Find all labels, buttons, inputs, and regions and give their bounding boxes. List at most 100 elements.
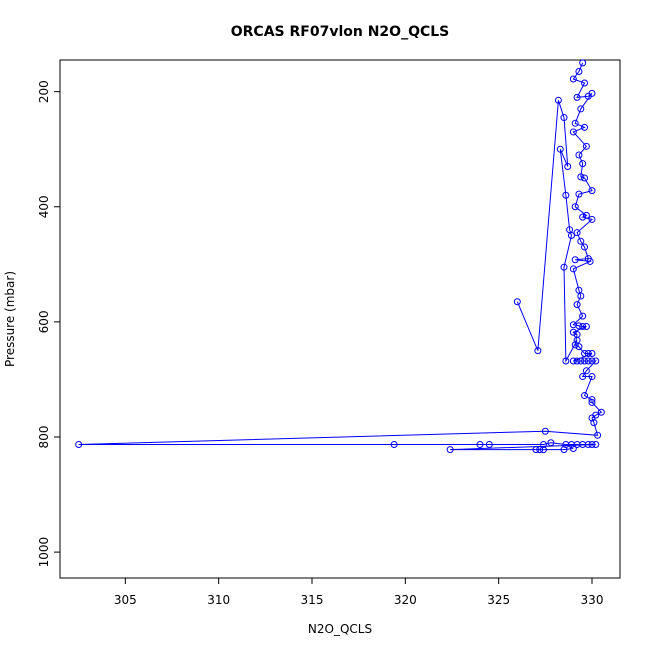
x-axis-label: N2O_QCLS — [308, 622, 372, 636]
series-2-line — [516, 100, 578, 363]
data-point — [592, 440, 600, 448]
data-point — [575, 190, 583, 198]
y-axis: 200 400 600 800 1000 — [37, 80, 60, 567]
y-axis-label: Pressure (mbar) — [3, 271, 17, 367]
data-point — [569, 75, 577, 83]
data-point — [569, 357, 577, 365]
data-point — [575, 68, 583, 76]
data-point — [577, 357, 585, 365]
data-point — [577, 237, 585, 245]
data-point — [75, 440, 83, 448]
data-point — [581, 357, 589, 365]
data-point — [579, 322, 587, 330]
data-point — [588, 396, 596, 404]
data-point — [539, 446, 547, 454]
data-point — [588, 187, 596, 195]
data-point — [571, 256, 579, 264]
y-tick-label: 800 — [37, 426, 51, 449]
data-point — [573, 336, 581, 344]
data-point — [569, 328, 577, 336]
data-point — [390, 440, 398, 448]
data-point — [588, 398, 596, 406]
data-point — [569, 445, 577, 452]
data-point — [562, 357, 570, 365]
data-point — [573, 357, 581, 365]
data-point — [571, 203, 579, 211]
data-point — [581, 392, 589, 400]
data-point — [554, 96, 562, 104]
data-point — [532, 446, 540, 454]
data-point — [588, 215, 596, 223]
x-tick-label: 320 — [394, 593, 417, 607]
data-point — [582, 367, 590, 375]
data-point — [581, 123, 589, 131]
data-point — [556, 145, 564, 153]
data-point — [588, 373, 596, 381]
data-point — [581, 79, 589, 87]
data-point — [446, 446, 454, 454]
data-point — [597, 408, 605, 416]
data-point — [577, 173, 585, 181]
data-point — [577, 105, 585, 113]
data-point — [560, 446, 568, 454]
data-point — [567, 232, 575, 240]
data-point — [476, 440, 484, 448]
data-point — [562, 191, 570, 199]
data-point — [539, 440, 547, 448]
data-point — [560, 263, 568, 271]
chart-title: ORCAS RF07vlon N2O_QCLS — [231, 24, 450, 40]
data-point — [590, 419, 598, 427]
data-point — [571, 341, 579, 349]
data-point — [575, 322, 583, 330]
data-point — [588, 414, 596, 422]
data-point — [582, 211, 590, 219]
data-point — [575, 151, 583, 159]
data-point — [564, 162, 572, 170]
data-point — [588, 440, 596, 448]
data-point — [573, 229, 581, 237]
data-point — [588, 89, 596, 97]
data-point — [579, 59, 587, 67]
data-point — [581, 350, 589, 358]
y-tick-label: 600 — [37, 310, 51, 333]
data-point — [582, 322, 590, 330]
data-point — [579, 312, 587, 320]
data-point — [485, 440, 493, 448]
series-layer — [75, 59, 605, 454]
plot-frame — [59, 59, 621, 579]
data-point — [579, 213, 587, 221]
x-tick-label: 325 — [487, 593, 510, 607]
data-point — [569, 128, 577, 136]
data-point — [513, 298, 521, 306]
data-point — [579, 160, 587, 168]
data-point — [579, 373, 587, 381]
data-point — [569, 265, 577, 273]
x-tick-label: 330 — [581, 593, 604, 607]
data-point — [547, 439, 555, 447]
data-point — [573, 93, 581, 101]
data-point — [584, 350, 592, 358]
y-tick-label: 1000 — [37, 537, 51, 568]
data-point — [581, 243, 589, 251]
x-tick-label: 310 — [207, 593, 230, 607]
data-point — [577, 292, 585, 300]
data-point — [592, 357, 600, 365]
y-tick-label: 400 — [37, 195, 51, 218]
data-point — [541, 427, 549, 435]
data-point — [581, 174, 589, 182]
data-point — [534, 347, 542, 355]
data-point — [536, 446, 544, 454]
x-axis: 305 310 315 320 325 330 — [114, 578, 604, 607]
data-point — [584, 440, 592, 448]
y-tick-label: 200 — [37, 80, 51, 103]
data-point — [586, 257, 594, 265]
data-point — [588, 357, 596, 365]
x-tick-label: 305 — [114, 593, 137, 607]
data-point — [594, 431, 602, 439]
data-point — [582, 142, 590, 150]
series-1-line — [78, 62, 603, 451]
x-tick-label: 315 — [301, 593, 324, 607]
data-point — [560, 114, 568, 122]
data-point — [571, 119, 579, 127]
